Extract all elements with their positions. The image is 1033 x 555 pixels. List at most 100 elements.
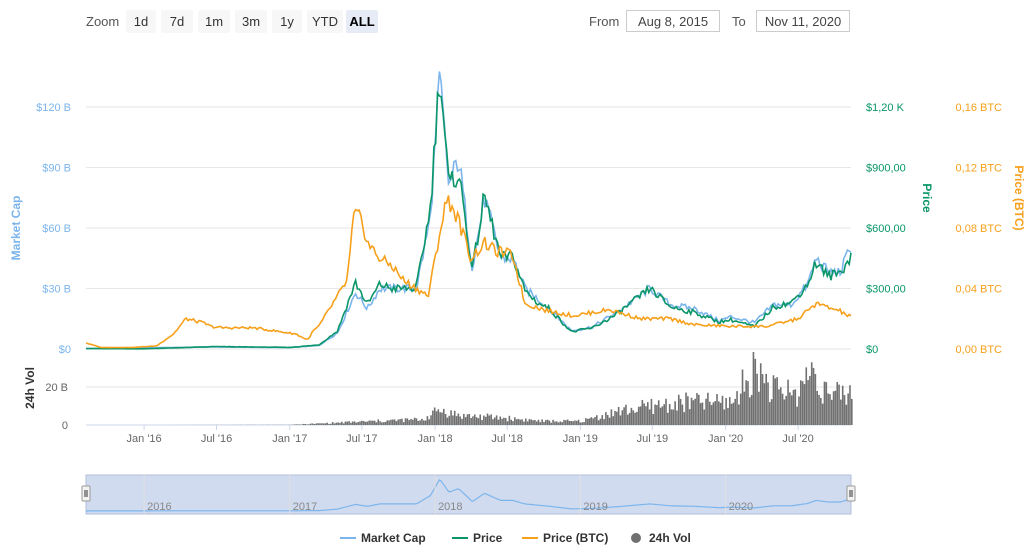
volume-bar <box>741 369 744 425</box>
volume-bar <box>705 398 707 425</box>
zoom-1y-button[interactable]: 1y <box>272 10 302 33</box>
volume-bar <box>441 412 443 425</box>
zoom-1d-button[interactable]: 1d <box>126 10 156 33</box>
volume-bar <box>348 421 350 425</box>
volume-bar <box>319 423 321 425</box>
volume-bar <box>825 382 828 425</box>
volume-bar <box>404 418 407 425</box>
volume-bar <box>320 423 323 425</box>
navigator-series <box>85 479 852 512</box>
volume-bar <box>293 424 296 425</box>
volume-bar <box>779 387 782 425</box>
volume-bar <box>636 411 638 425</box>
navigator-tick-label: 2017 <box>293 501 317 513</box>
volume-bar <box>384 421 387 425</box>
volume-bar <box>311 423 314 425</box>
volume-bar <box>473 414 476 425</box>
volume-bar <box>561 422 563 425</box>
x-tick-label: Jan '18 <box>417 433 452 445</box>
volume-bar <box>721 395 724 425</box>
volume-bar <box>758 391 760 425</box>
volume-bar <box>464 417 467 425</box>
volume-bar <box>506 421 509 425</box>
navigator-handle-left[interactable] <box>81 485 91 502</box>
volume-bar <box>415 418 418 425</box>
volume-bar <box>364 421 367 425</box>
volume-bar <box>339 422 341 425</box>
zoom-7d-button[interactable]: 7d <box>161 10 193 33</box>
zoom-ytd-button[interactable]: YTD <box>307 10 343 33</box>
y-tick-price: $300,00 <box>866 284 906 296</box>
volume-bar <box>444 414 447 425</box>
volume-bar <box>701 402 704 425</box>
volume-bar <box>504 417 507 425</box>
volume-bar <box>477 418 480 425</box>
volume-bar <box>639 406 642 425</box>
volume-bar <box>690 397 693 425</box>
y-tick-price-btc: 0,04 BTC <box>956 284 1003 296</box>
volume-bar <box>617 406 620 425</box>
from-date-input[interactable]: Aug 8, 2015 <box>626 10 720 32</box>
volume-bar <box>541 419 543 425</box>
volume-bar <box>377 419 380 425</box>
y-tick-price-btc: 0,16 BTC <box>956 102 1003 114</box>
volume-bar <box>401 418 403 425</box>
volume-bar <box>577 419 580 425</box>
volume-bar <box>597 420 600 425</box>
volume-bar <box>457 413 460 425</box>
volume-bar <box>606 414 609 425</box>
volume-bar <box>625 404 627 425</box>
volume-bar <box>728 397 731 425</box>
zoom-3m-button[interactable]: 3m <box>235 10 267 33</box>
volume-bar <box>353 421 356 425</box>
navigator-tick-label: 2016 <box>147 501 171 513</box>
volume-bar <box>725 398 727 425</box>
volume-bar <box>736 391 738 425</box>
volume-bar <box>663 404 665 425</box>
volume-bar <box>508 415 511 425</box>
x-tick-label: Jul '16 <box>201 433 232 445</box>
volume-bar <box>419 420 421 425</box>
volume-bar <box>645 406 647 425</box>
volume-bar <box>463 413 465 425</box>
volume-bar <box>417 420 420 425</box>
navigator-handle-right[interactable] <box>846 485 856 502</box>
volume-bar <box>368 420 370 425</box>
volume-bar <box>707 392 709 425</box>
volume-bar <box>809 375 811 425</box>
volume-bar <box>399 419 401 425</box>
volume-bar <box>588 418 591 425</box>
volume-bar <box>466 414 469 425</box>
legend: Market Cap Price Price (BTC) 24h Vol <box>340 531 691 545</box>
series-lines <box>85 71 852 350</box>
y-tick-market-cap: $90 B <box>42 163 71 175</box>
to-date-input[interactable]: Nov 11, 2020 <box>756 10 850 32</box>
x-tick-label: Jul '18 <box>491 433 522 445</box>
volume-bar <box>382 422 385 425</box>
volume-bar <box>750 395 753 425</box>
volume-bar <box>375 422 378 425</box>
volume-bar <box>769 402 771 425</box>
volume-bar <box>683 412 686 425</box>
volume-bar <box>395 421 398 425</box>
volume-bar <box>510 419 512 425</box>
volume-bar <box>732 402 735 425</box>
zoom-all-button[interactable]: ALL <box>346 10 378 33</box>
volume-bar <box>546 419 549 425</box>
legend-item-label: Price (BTC) <box>543 531 608 545</box>
volume-bar <box>479 414 482 425</box>
volume-bar <box>614 410 616 425</box>
volume-bar <box>408 420 410 425</box>
navigator[interactable]: 2016 2017 2018 2019 2020 <box>81 474 856 515</box>
volume-bar <box>424 420 427 425</box>
volume-bar <box>515 419 518 425</box>
volume-bar <box>754 358 757 425</box>
volume-bar <box>694 398 696 425</box>
volume-bar <box>357 422 359 425</box>
to-label: To <box>732 14 746 29</box>
volume-bar <box>337 422 339 425</box>
zoom-1m-button[interactable]: 1m <box>198 10 230 33</box>
volume-bar <box>537 419 540 425</box>
volume-bar <box>851 398 853 425</box>
range-selector-toolbar: Zoom 1d 7d 1m 3m 1y YTD ALL From Aug 8, … <box>0 0 1033 40</box>
